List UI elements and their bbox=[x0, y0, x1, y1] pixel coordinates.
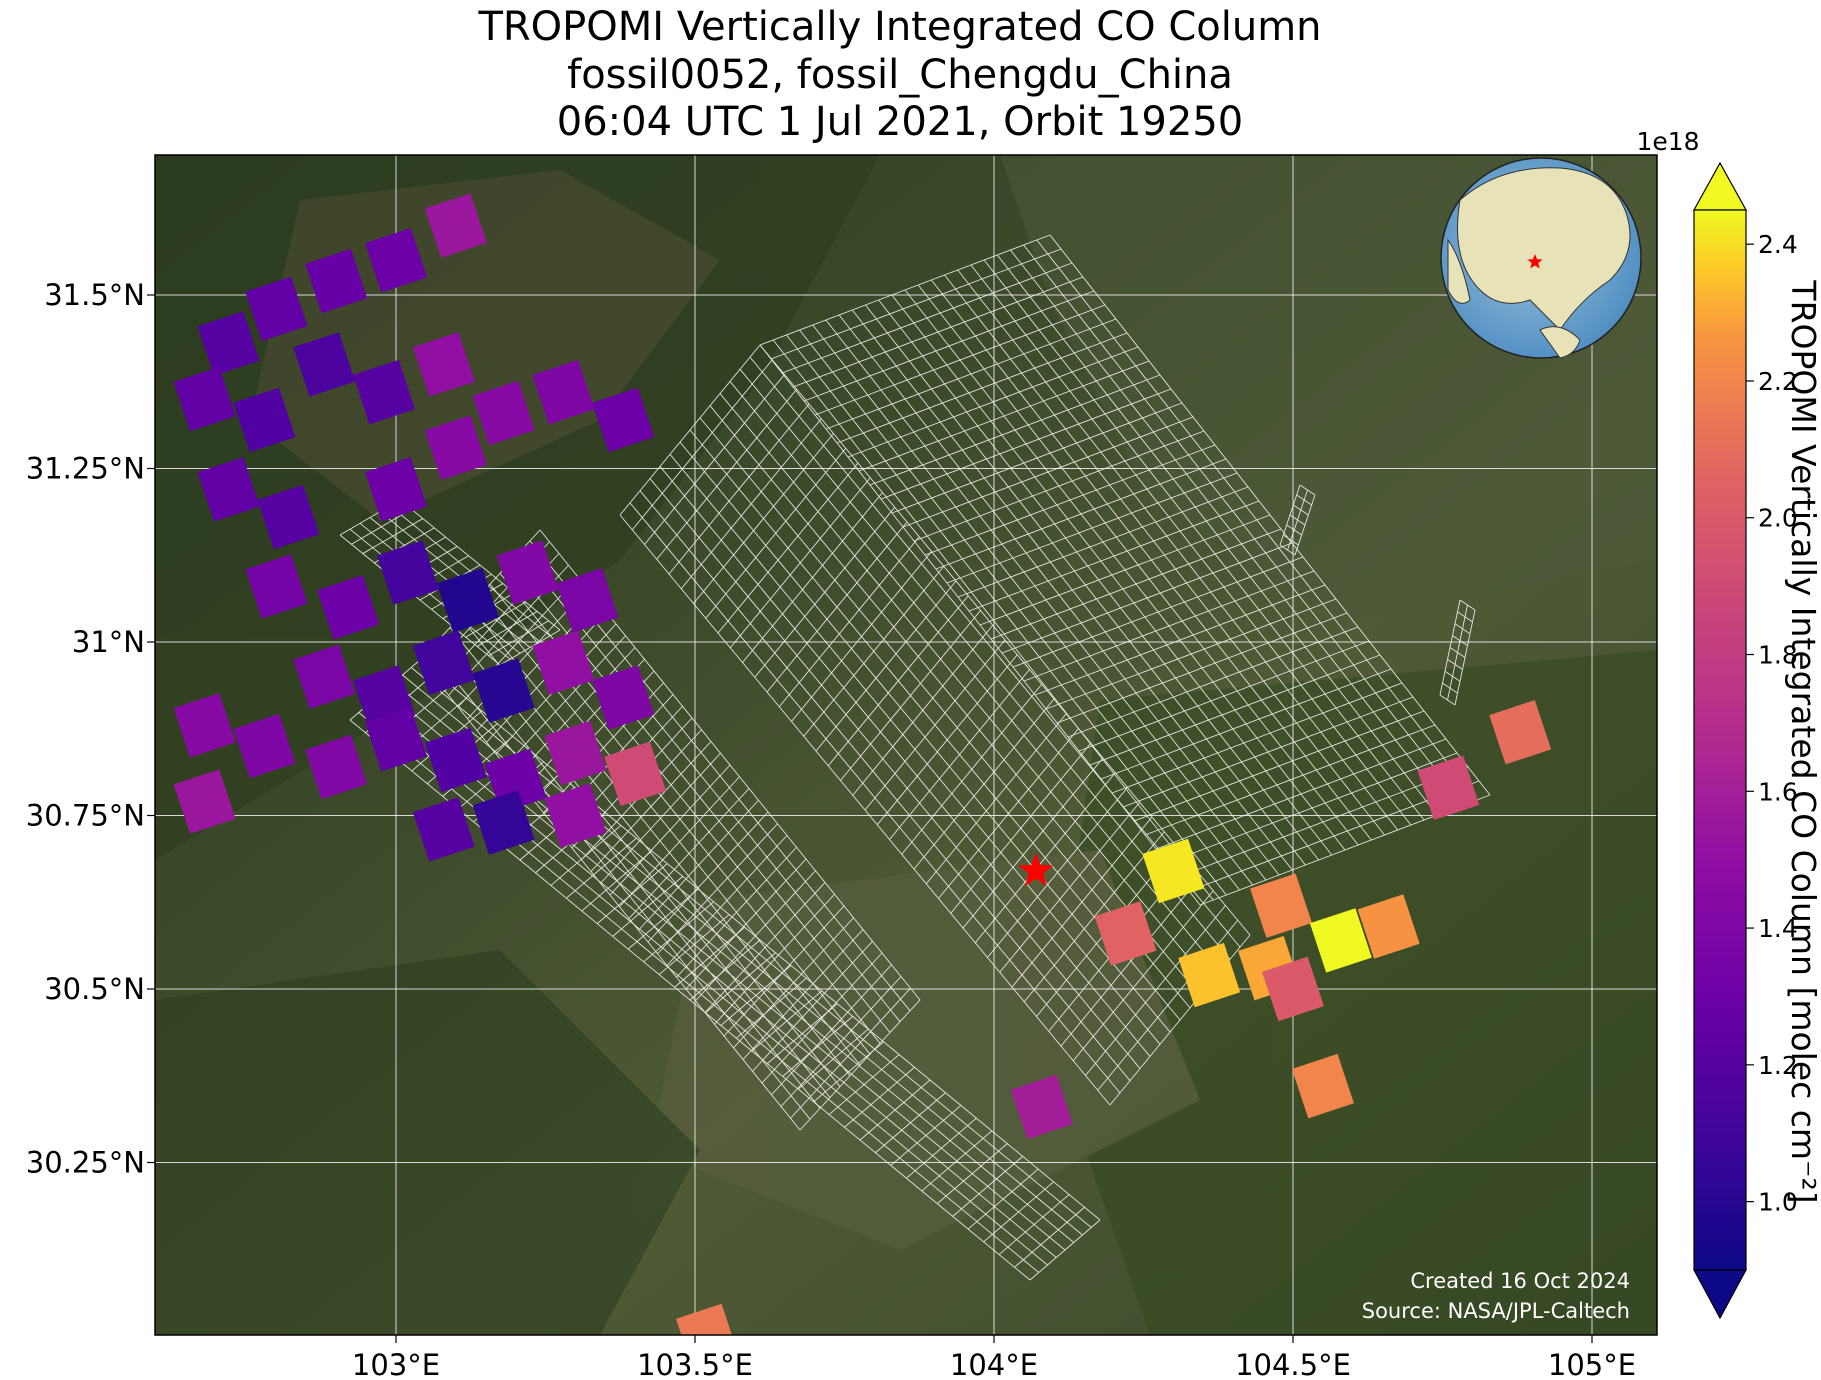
cb-tick-label-0: 1.0 bbox=[1758, 1188, 1798, 1217]
co-pixel bbox=[1309, 908, 1372, 973]
co-pixel bbox=[245, 554, 308, 619]
map-frame bbox=[154, 154, 1658, 1336]
co-pixel bbox=[1178, 942, 1241, 1008]
co-pixel bbox=[472, 658, 535, 723]
co-pixel bbox=[293, 644, 356, 709]
co-pixel bbox=[556, 568, 619, 633]
inset-globe bbox=[1440, 157, 1642, 359]
co-pixel bbox=[1094, 901, 1157, 966]
co-pixel bbox=[293, 332, 356, 397]
co-pixel bbox=[412, 797, 475, 862]
cb-tick-label-1: 1.2 bbox=[1758, 1051, 1798, 1080]
title-line-3: 06:04 UTC 1 Jul 2021, Orbit 19250 bbox=[557, 99, 1243, 145]
co-pixel bbox=[472, 790, 535, 855]
footprint-patch-4 bbox=[759, 234, 1491, 906]
x-tick-label-4: 105°E bbox=[1548, 1348, 1636, 1380]
colorbar-gradient bbox=[1693, 209, 1747, 1271]
colorbar: 1.0 1.2 1.4 1.6 1.8 2.0 2.2 2.4 1e18 TROPOMI Ve… bbox=[1636, 127, 1821, 1320]
co-pixel bbox=[365, 457, 427, 522]
co-pixel bbox=[544, 783, 607, 848]
co-pixel bbox=[592, 387, 655, 453]
source-credit: Source: NASA/JPL-Caltech bbox=[1362, 1299, 1630, 1323]
co-pixel bbox=[173, 366, 236, 432]
co-pixel bbox=[197, 311, 260, 376]
co-pixel bbox=[676, 1303, 732, 1335]
x-tick-label-1: 103.5°E bbox=[637, 1348, 753, 1380]
co-pixel bbox=[436, 568, 499, 633]
x-tick-label-3: 104.5°E bbox=[1235, 1348, 1351, 1380]
co-pixel bbox=[257, 484, 320, 550]
co-pixel bbox=[424, 727, 487, 793]
co-pixel bbox=[496, 540, 559, 605]
y-tick-label-3: 30.75°N bbox=[26, 799, 145, 833]
co-pixel bbox=[412, 332, 475, 397]
co-pixel bbox=[1010, 1074, 1073, 1140]
co-pixel bbox=[233, 387, 296, 453]
cb-tick-label-7: 2.4 bbox=[1758, 230, 1798, 259]
colorbar-exponent: 1e18 bbox=[1636, 127, 1699, 156]
globe-landmass-south bbox=[1539, 326, 1581, 359]
title-line-2: fossil0052, fossil_Chengdu_China bbox=[567, 52, 1233, 98]
x-tick-label-0: 103°E bbox=[352, 1348, 440, 1380]
co-pixel bbox=[424, 415, 487, 480]
cb-tick-label-2: 1.4 bbox=[1758, 914, 1798, 943]
footprint-patch-6 bbox=[1279, 484, 1316, 556]
co-pixel bbox=[317, 575, 380, 640]
co-pixel bbox=[1250, 873, 1312, 938]
y-tick-label-2: 31°N bbox=[72, 625, 145, 659]
footprint-patch-7 bbox=[1439, 599, 1476, 706]
co-pixel bbox=[1489, 700, 1552, 765]
co-pixel bbox=[305, 734, 368, 800]
cb-tick-label-4: 1.8 bbox=[1758, 641, 1798, 670]
cb-tick-label-5: 2.0 bbox=[1758, 504, 1798, 533]
co-pixel bbox=[532, 359, 595, 425]
cb-tick-label-3: 1.6 bbox=[1758, 777, 1798, 806]
x-tick-label-2: 104°E bbox=[950, 1348, 1038, 1380]
globe-landmass bbox=[1457, 167, 1631, 331]
co-pixel bbox=[1417, 755, 1480, 820]
globe-star-icon bbox=[1527, 254, 1543, 269]
co-pixel bbox=[472, 380, 535, 446]
co-pixel bbox=[1262, 956, 1324, 1022]
footprint-patch-3 bbox=[619, 344, 1251, 1106]
cb-tick-label-6: 2.2 bbox=[1758, 367, 1798, 396]
co-pixel bbox=[245, 276, 308, 342]
co-pixels bbox=[173, 193, 1552, 1335]
co-pixel bbox=[353, 359, 415, 425]
colorbar-ticks: 1.0 1.2 1.4 1.6 1.8 2.0 2.2 2.4 bbox=[1746, 230, 1798, 1217]
co-pixel bbox=[305, 248, 368, 314]
co-pixel bbox=[1357, 894, 1420, 959]
co-pixel bbox=[197, 457, 260, 522]
co-pixel bbox=[1142, 838, 1205, 904]
y-tick-label-4: 30.5°N bbox=[44, 972, 145, 1006]
co-pixel bbox=[592, 665, 655, 730]
colorbar-extend-max bbox=[1692, 161, 1748, 211]
co-pixel bbox=[365, 706, 427, 772]
co-pixel bbox=[544, 720, 607, 786]
globe-landmass-west bbox=[1447, 238, 1471, 304]
co-pixel bbox=[604, 741, 667, 807]
co-pixel bbox=[377, 540, 439, 605]
co-pixel bbox=[365, 228, 427, 293]
y-tick-label-5: 30.25°N bbox=[26, 1146, 145, 1180]
map-area[interactable]: Created 16 Oct 2024 Source: NASA/JPL-Cal… bbox=[155, 155, 1657, 1368]
co-pixel bbox=[173, 769, 236, 834]
colorbar-label: TROPOMI Vertically Integrated CO Column … bbox=[1784, 279, 1821, 1203]
co-pixel bbox=[233, 713, 296, 779]
y-axis-ticks: 31.5°N 31.25°N 31°N 30.75°N 30.5°N 30.25°N bbox=[26, 278, 155, 1180]
co-pixel bbox=[412, 630, 475, 695]
site-star-icon[interactable] bbox=[1018, 852, 1054, 886]
co-pixel bbox=[173, 693, 236, 758]
co-pixel bbox=[532, 630, 595, 695]
x-axis-ticks: 103°E 103.5°E 104°E 104.5°E 105°E bbox=[352, 1335, 1636, 1380]
co-pixel bbox=[424, 193, 487, 258]
title-line-1: TROPOMI Vertically Integrated CO Column bbox=[477, 4, 1321, 50]
colorbar-extend-min bbox=[1692, 1269, 1748, 1320]
y-tick-label-0: 31.5°N bbox=[44, 278, 145, 312]
co-pixel bbox=[1291, 1053, 1354, 1119]
created-credit: Created 16 Oct 2024 bbox=[1410, 1269, 1630, 1293]
y-tick-label-1: 31.25°N bbox=[26, 452, 145, 486]
